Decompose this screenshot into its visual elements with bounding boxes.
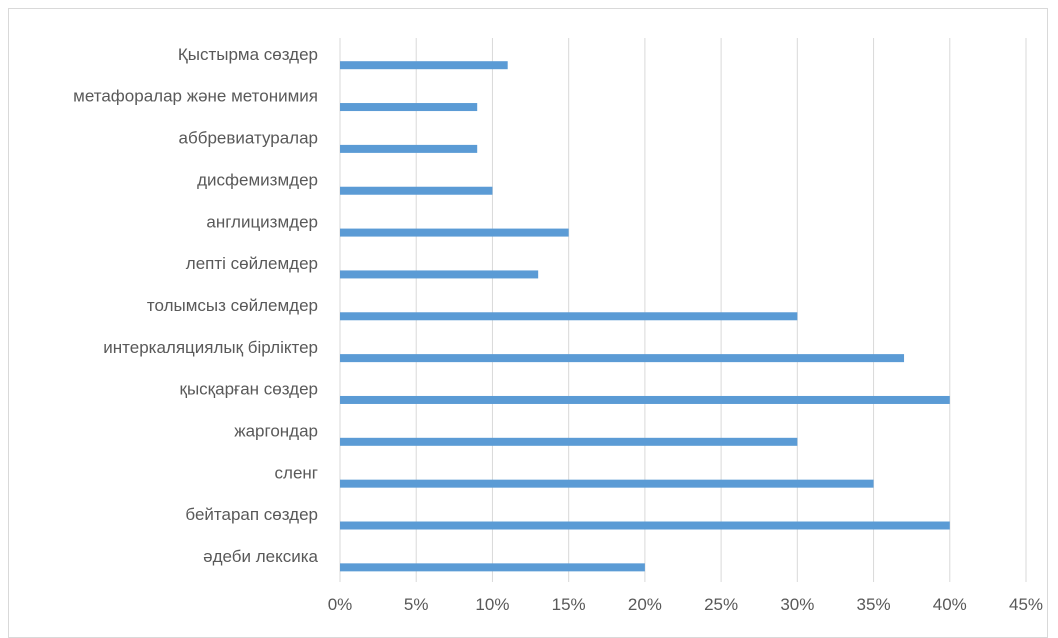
category-label: интеркаляциялық бірліктер <box>103 338 318 357</box>
category-label: әдеби лексика <box>203 547 318 566</box>
x-tick-label: 30% <box>780 595 814 614</box>
x-tick-label: 20% <box>628 595 662 614</box>
bar <box>340 270 539 279</box>
category-label: англицизмдер <box>206 212 318 231</box>
bar <box>340 354 905 363</box>
category-label: қысқарған сөздер <box>180 380 318 399</box>
bar <box>340 395 950 404</box>
x-tick-label: 45% <box>1009 595 1043 614</box>
bar <box>340 103 478 112</box>
x-tick-label: 0% <box>328 595 353 614</box>
category-label: лепті сөйлемдер <box>186 254 318 273</box>
category-label: сленг <box>275 463 318 482</box>
category-label: метафоралар және метонимия <box>73 87 318 106</box>
bar <box>340 61 508 70</box>
bar <box>340 186 493 195</box>
category-label: дисфемизмдер <box>197 170 318 189</box>
bar <box>340 479 874 488</box>
x-tick-label: 5% <box>404 595 429 614</box>
x-tick-label: 40% <box>933 595 967 614</box>
category-label: аббревиатуралар <box>179 129 318 148</box>
bar <box>340 521 950 530</box>
x-tick-label: 35% <box>857 595 891 614</box>
bar-chart: 0% 5% 10% 15% 20% 25% 30% 35% 40% 45% Қыстырма сөз… <box>73 38 1043 614</box>
bar <box>340 228 569 237</box>
x-tick-label: 15% <box>552 595 586 614</box>
bar <box>340 563 645 572</box>
category-label: жаргондар <box>234 422 318 441</box>
x-tick-label: 10% <box>475 595 509 614</box>
category-label: бейтарап сөздер <box>185 505 318 524</box>
bar <box>340 144 478 153</box>
category-label: толымсыз сөйлемдер <box>147 296 318 315</box>
category-label: Қыстырма сөздер <box>178 45 318 64</box>
bar <box>340 312 798 321</box>
x-tick-label: 25% <box>704 595 738 614</box>
chart-frame <box>8 8 1048 638</box>
bar <box>340 437 798 446</box>
